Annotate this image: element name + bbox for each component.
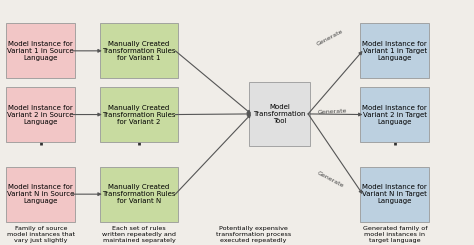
FancyBboxPatch shape (6, 167, 75, 222)
Text: Generate: Generate (317, 108, 346, 115)
Text: Model Instance for
Variant 1 in Source
Language: Model Instance for Variant 1 in Source L… (7, 41, 74, 61)
Text: Generated family of
model instances in
target language: Generated family of model instances in t… (363, 226, 427, 243)
FancyBboxPatch shape (6, 87, 75, 142)
FancyBboxPatch shape (360, 87, 429, 142)
Text: Manually Created
Transformation Rules
for Variant 1: Manually Created Transformation Rules fo… (102, 41, 175, 61)
Text: Generate: Generate (316, 29, 344, 47)
FancyBboxPatch shape (100, 167, 178, 222)
FancyBboxPatch shape (100, 87, 178, 142)
Text: Model Instance for
Variant N in Source
Language: Model Instance for Variant N in Source L… (7, 184, 74, 204)
Text: Each set of rules
written repeatedly and
maintained separately: Each set of rules written repeatedly and… (102, 226, 176, 243)
FancyBboxPatch shape (100, 23, 178, 78)
Text: Model
Transformation
Tool: Model Transformation Tool (254, 104, 306, 124)
Text: Model Instance for
Variant 1 in Target
Language: Model Instance for Variant 1 in Target L… (362, 41, 427, 61)
Text: Generate: Generate (316, 171, 344, 189)
FancyBboxPatch shape (360, 167, 429, 222)
Text: Manually Created
Transformation Rules
for Variant N: Manually Created Transformation Rules fo… (102, 184, 175, 204)
FancyBboxPatch shape (249, 82, 310, 146)
Text: Potentially expensive
transformation process
executed repeatedly: Potentially expensive transformation pro… (216, 226, 291, 243)
Text: Model Instance for
Variant 2 in Target
Language: Model Instance for Variant 2 in Target L… (362, 105, 427, 124)
Text: Model Instance for
Variant 2 in Source
Language: Model Instance for Variant 2 in Source L… (7, 105, 74, 124)
Text: Manually Created
Transformation Rules
for Variant 2: Manually Created Transformation Rules fo… (102, 105, 175, 124)
FancyBboxPatch shape (360, 23, 429, 78)
Text: Family of source
model instances that
vary just slightly: Family of source model instances that va… (7, 226, 75, 243)
FancyBboxPatch shape (6, 23, 75, 78)
Text: Model Instance for
Variant N in Target
Language: Model Instance for Variant N in Target L… (362, 184, 427, 204)
